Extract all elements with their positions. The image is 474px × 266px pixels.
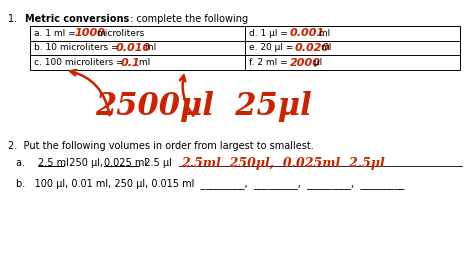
Text: , 250 μl,: , 250 μl,: [63, 158, 106, 168]
Text: 1000: 1000: [75, 28, 106, 38]
Text: a.: a.: [16, 158, 35, 168]
Text: ml: ml: [320, 44, 331, 52]
Text: 0.010: 0.010: [116, 43, 151, 53]
Bar: [30, 26, 460, 70]
Text: 2.  Put the following volumes in order from largest to smallest.: 2. Put the following volumes in order fr…: [8, 141, 314, 151]
Text: : complete the following: : complete the following: [130, 14, 248, 24]
Text: d. 1 μl =: d. 1 μl =: [249, 29, 291, 38]
Text: f. 2 ml =: f. 2 ml =: [249, 58, 291, 67]
Text: , 2.5 μl: , 2.5 μl: [137, 158, 178, 168]
Text: μl: μl: [311, 58, 322, 67]
Text: e. 20 μl =: e. 20 μl =: [249, 44, 296, 52]
Text: 0.020: 0.020: [294, 43, 329, 53]
Text: ml: ml: [316, 29, 330, 38]
Text: b. 10 microliters =: b. 10 microliters =: [34, 44, 121, 52]
Text: b.   100 μl, 0.01 ml, 250 μl, 0.015 ml  _________,  _________,  _________,  ____: b. 100 μl, 0.01 ml, 250 μl, 0.015 ml ___…: [16, 178, 404, 189]
Text: 0.025 ml: 0.025 ml: [104, 158, 147, 168]
Text: 2000: 2000: [290, 58, 321, 68]
Text: 2.5ml  250μl,  0.025ml  2.5μl: 2.5ml 250μl, 0.025ml 2.5μl: [181, 157, 385, 170]
Text: 0.1: 0.1: [120, 58, 140, 68]
Text: Metric conversions: Metric conversions: [25, 14, 129, 24]
Text: a. 1 ml =: a. 1 ml =: [34, 29, 79, 38]
Text: ml: ml: [136, 58, 150, 67]
Text: microliters: microliters: [96, 29, 144, 38]
Text: 0.001: 0.001: [290, 28, 325, 38]
Text: ml: ml: [142, 44, 156, 52]
Text: 2500μl  25μl: 2500μl 25μl: [95, 90, 312, 122]
Text: c. 100 microliters =: c. 100 microliters =: [34, 58, 127, 67]
Text: 2.5 ml: 2.5 ml: [38, 158, 69, 168]
Text: 1.: 1.: [8, 14, 27, 24]
